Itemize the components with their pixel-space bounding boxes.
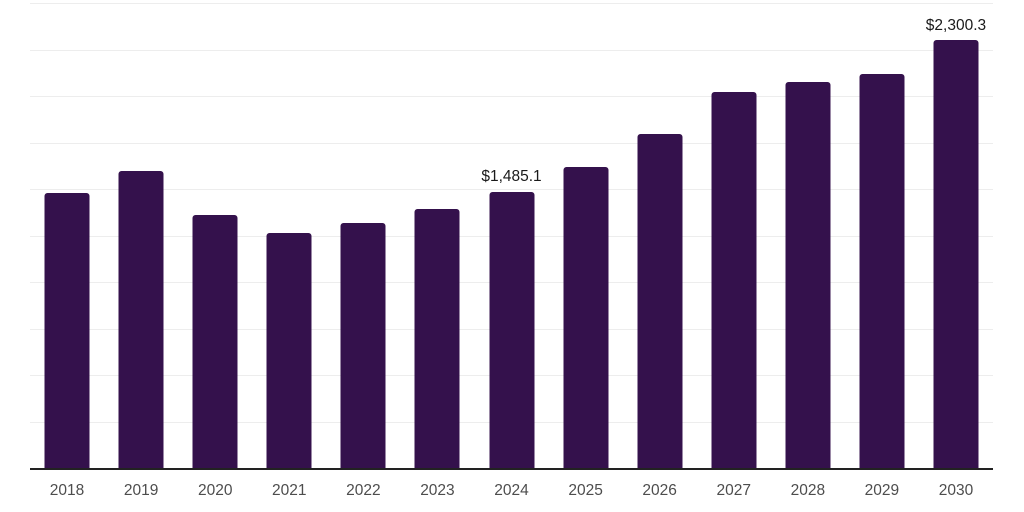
bar-2027: [711, 91, 757, 468]
x-tick-label-2020: 2020: [197, 482, 233, 499]
bar-slot-2019: [104, 3, 178, 468]
bar-2018: [44, 193, 90, 468]
bar-2021: [266, 233, 312, 468]
bar-slot-2018: [30, 3, 104, 468]
x-tick-label-2026: 2026: [642, 482, 677, 499]
data-label-2024: $1,485.1: [481, 168, 542, 186]
x-tick-label-2019: 2019: [123, 482, 159, 499]
bar-2026: [637, 134, 683, 468]
bar-slot-2030: $2,300.3: [919, 3, 993, 468]
x-tick-label-2028: 2028: [790, 482, 826, 499]
gridline: [30, 3, 993, 4]
bar-2029: [859, 73, 905, 468]
x-tick-label-2022: 2022: [346, 482, 381, 499]
x-tick-label-2029: 2029: [864, 482, 900, 499]
gridline: [30, 189, 993, 190]
bar-slot-2027: [697, 3, 771, 468]
bar-2025: [563, 166, 609, 468]
bar-2022: [340, 222, 386, 468]
bar-2028: [785, 81, 831, 468]
bar-slot-2026: [623, 3, 697, 468]
bar-slot-2029: [845, 3, 919, 468]
x-tick-label-2021: 2021: [272, 482, 307, 499]
x-axis: 2018 2019 2020 2021 2022 2023 2024 2025 2026 2027…: [30, 482, 993, 501]
bar-slot-2022: [326, 3, 400, 468]
bar-slot-2028: [771, 3, 845, 468]
bar-slot-2021: [252, 3, 326, 468]
x-tick-label-2025: 2025: [568, 482, 603, 499]
bar-slot-2023: [400, 3, 474, 468]
x-tick-label-2027: 2027: [716, 482, 751, 499]
plot-area: $1,485.1 $2,300.3: [30, 3, 993, 470]
bar-2023: [414, 209, 460, 468]
bar-slot-2020: [178, 3, 252, 468]
bar-slot-2025: [549, 3, 623, 468]
data-label-2030: $2,300.3: [925, 16, 987, 34]
bar-2020: [192, 214, 238, 468]
gridline: [30, 96, 993, 97]
x-tick-label-2023: 2023: [420, 482, 455, 499]
bar-2030: [933, 40, 979, 468]
gridline: [30, 49, 993, 51]
bar-2019: [118, 170, 164, 468]
gridline: [30, 142, 993, 144]
bar-slot-2024: $1,485.1: [474, 3, 548, 468]
bars-row: $1,485.1 $2,300.3: [30, 3, 993, 468]
x-tick-label-2018: 2018: [49, 482, 85, 499]
x-tick-label-2024: 2024: [494, 482, 529, 499]
bar-2024: [489, 191, 534, 468]
x-tick-label-2030: 2030: [938, 482, 974, 499]
